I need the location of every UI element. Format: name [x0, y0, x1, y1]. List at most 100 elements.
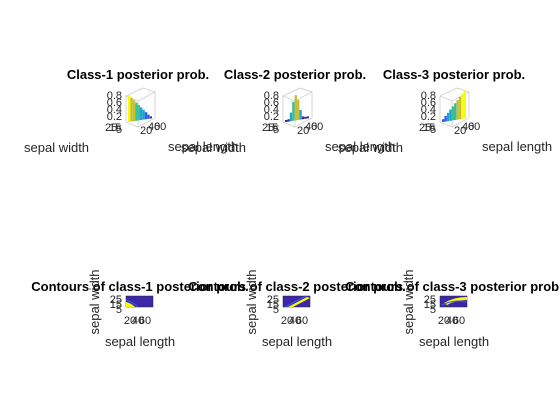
z-tick: 0.4: [107, 104, 122, 116]
plot-title: Class-3 posterior prob.: [383, 67, 525, 82]
contour-line: [125, 299, 139, 308]
surface-mesh: [282, 87, 313, 128]
surface-patch: [444, 116, 447, 122]
surface-mesh: [125, 87, 156, 128]
contour-highlight: [126, 302, 135, 307]
x-tick: 20: [281, 315, 293, 327]
surface-patch: [306, 116, 309, 119]
x-tick: 20: [124, 315, 136, 327]
surface-patch: [137, 105, 140, 121]
plot-title: Contours of class-3 posterior prob.: [345, 279, 560, 294]
y-tick: 5: [116, 124, 122, 136]
y-axis-label: sepal width: [401, 269, 416, 334]
x-tick: 40: [132, 315, 144, 327]
surface-plot-class-2: Class-2 posterior prob. 0.8 0.6 0.4 0.2 …: [181, 67, 395, 155]
plot-title: Contours of class-2 posterior prob.: [188, 279, 405, 294]
y-axis-label: sepal width: [338, 140, 403, 155]
y-axis-label: sepal width: [24, 140, 89, 155]
x-tick: 20: [297, 125, 309, 137]
surface-patch: [144, 112, 148, 120]
y-tick: 5: [273, 304, 279, 316]
z-tick: 0.6: [421, 97, 436, 109]
surface-patch: [299, 110, 302, 120]
y-tick: 5: [116, 304, 122, 316]
plot-title: Class-2 posterior prob.: [224, 67, 366, 82]
x-tick: 20: [438, 315, 450, 327]
y-axis-label: sepal width: [181, 140, 246, 155]
contour-background: [125, 295, 154, 308]
surface-patch: [292, 101, 295, 121]
y-tick: 25: [105, 122, 117, 134]
surface-patch: [458, 96, 462, 120]
surface-patch: [446, 112, 450, 122]
x-tick: 60: [453, 315, 465, 327]
surface-patch: [461, 93, 464, 119]
y-tick: 25: [110, 294, 122, 306]
x-tick: 60: [311, 121, 323, 133]
surface-patch: [287, 119, 290, 122]
x-axis-label: sepal length: [482, 139, 552, 154]
y-axis-label: sepal width: [87, 269, 102, 334]
z-tick: 0.6: [264, 97, 279, 109]
contour-plot-class-1: Contours of class-1 posterior prob. 25 1…: [31, 269, 248, 349]
surface-mesh: [439, 87, 470, 128]
y-tick: 15: [110, 299, 122, 311]
plot-title: Contours of class-1 posterior prob.: [31, 279, 248, 294]
x-tick: 20: [140, 125, 152, 137]
x-tick: 40: [462, 121, 474, 133]
y-tick: 25: [419, 122, 431, 134]
surface-patch: [142, 109, 145, 120]
x-axis-label: sepal length: [168, 139, 238, 154]
x-tick: 60: [139, 315, 151, 327]
y-tick: 5: [430, 304, 436, 316]
z-tick: 0.4: [421, 104, 436, 116]
contour-line: [284, 295, 307, 308]
surface-patch: [304, 116, 307, 119]
y-tick: 25: [424, 294, 436, 306]
surface-patch: [289, 112, 293, 122]
y-tick: 15: [424, 299, 436, 311]
surface-patch: [149, 116, 152, 119]
y-tick: 15: [266, 122, 278, 134]
contour-plot-class-2: Contours of class-2 posterior prob. 25 1…: [188, 269, 405, 349]
y-tick: 5: [430, 124, 436, 136]
z-tick: 0.8: [264, 90, 279, 102]
y-tick: 15: [267, 299, 279, 311]
y-tick: 25: [267, 294, 279, 306]
surface-plot-class-3: Class-3 posterior prob. 0.8 0.6 0.4 0.2 …: [338, 67, 552, 155]
x-axis-label: sepal length: [105, 334, 175, 349]
x-tick: 20: [454, 125, 466, 137]
y-tick: 15: [109, 122, 121, 134]
surface-patch: [456, 100, 459, 120]
surface-patch: [132, 100, 136, 122]
z-tick: 0.8: [421, 90, 436, 102]
x-axis-label: sepal length: [325, 139, 395, 154]
surface-patch: [140, 107, 143, 120]
surface-patch: [135, 102, 138, 121]
plot-title: Class-1 posterior prob.: [67, 67, 209, 82]
contour-plot-class-3: Contours of class-3 posterior prob. 25 1…: [345, 269, 560, 349]
surface-patch: [285, 120, 288, 122]
y-tick: 25: [262, 122, 274, 134]
surface-patch: [442, 119, 445, 122]
x-tick: 40: [305, 121, 317, 133]
surface-patch: [294, 95, 297, 121]
surface-patch: [297, 99, 300, 120]
contour-line: [441, 300, 468, 306]
surface-patch: [454, 103, 457, 120]
surface-patch: [463, 90, 466, 119]
z-tick: 0.6: [107, 97, 122, 109]
surface-patch: [130, 97, 133, 122]
y-tick: 5: [273, 124, 279, 136]
y-axis-label: sepal width: [244, 269, 259, 334]
surface-patch: [451, 106, 454, 121]
surface-patch: [449, 109, 452, 121]
x-tick: 40: [148, 121, 160, 133]
contour-highlight: [288, 297, 310, 307]
x-axis-label: sepal length: [262, 334, 332, 349]
z-tick: 0.2: [421, 111, 436, 123]
x-tick: 60: [468, 121, 480, 133]
x-tick: 60: [296, 315, 308, 327]
z-tick: 0.8: [107, 90, 122, 102]
